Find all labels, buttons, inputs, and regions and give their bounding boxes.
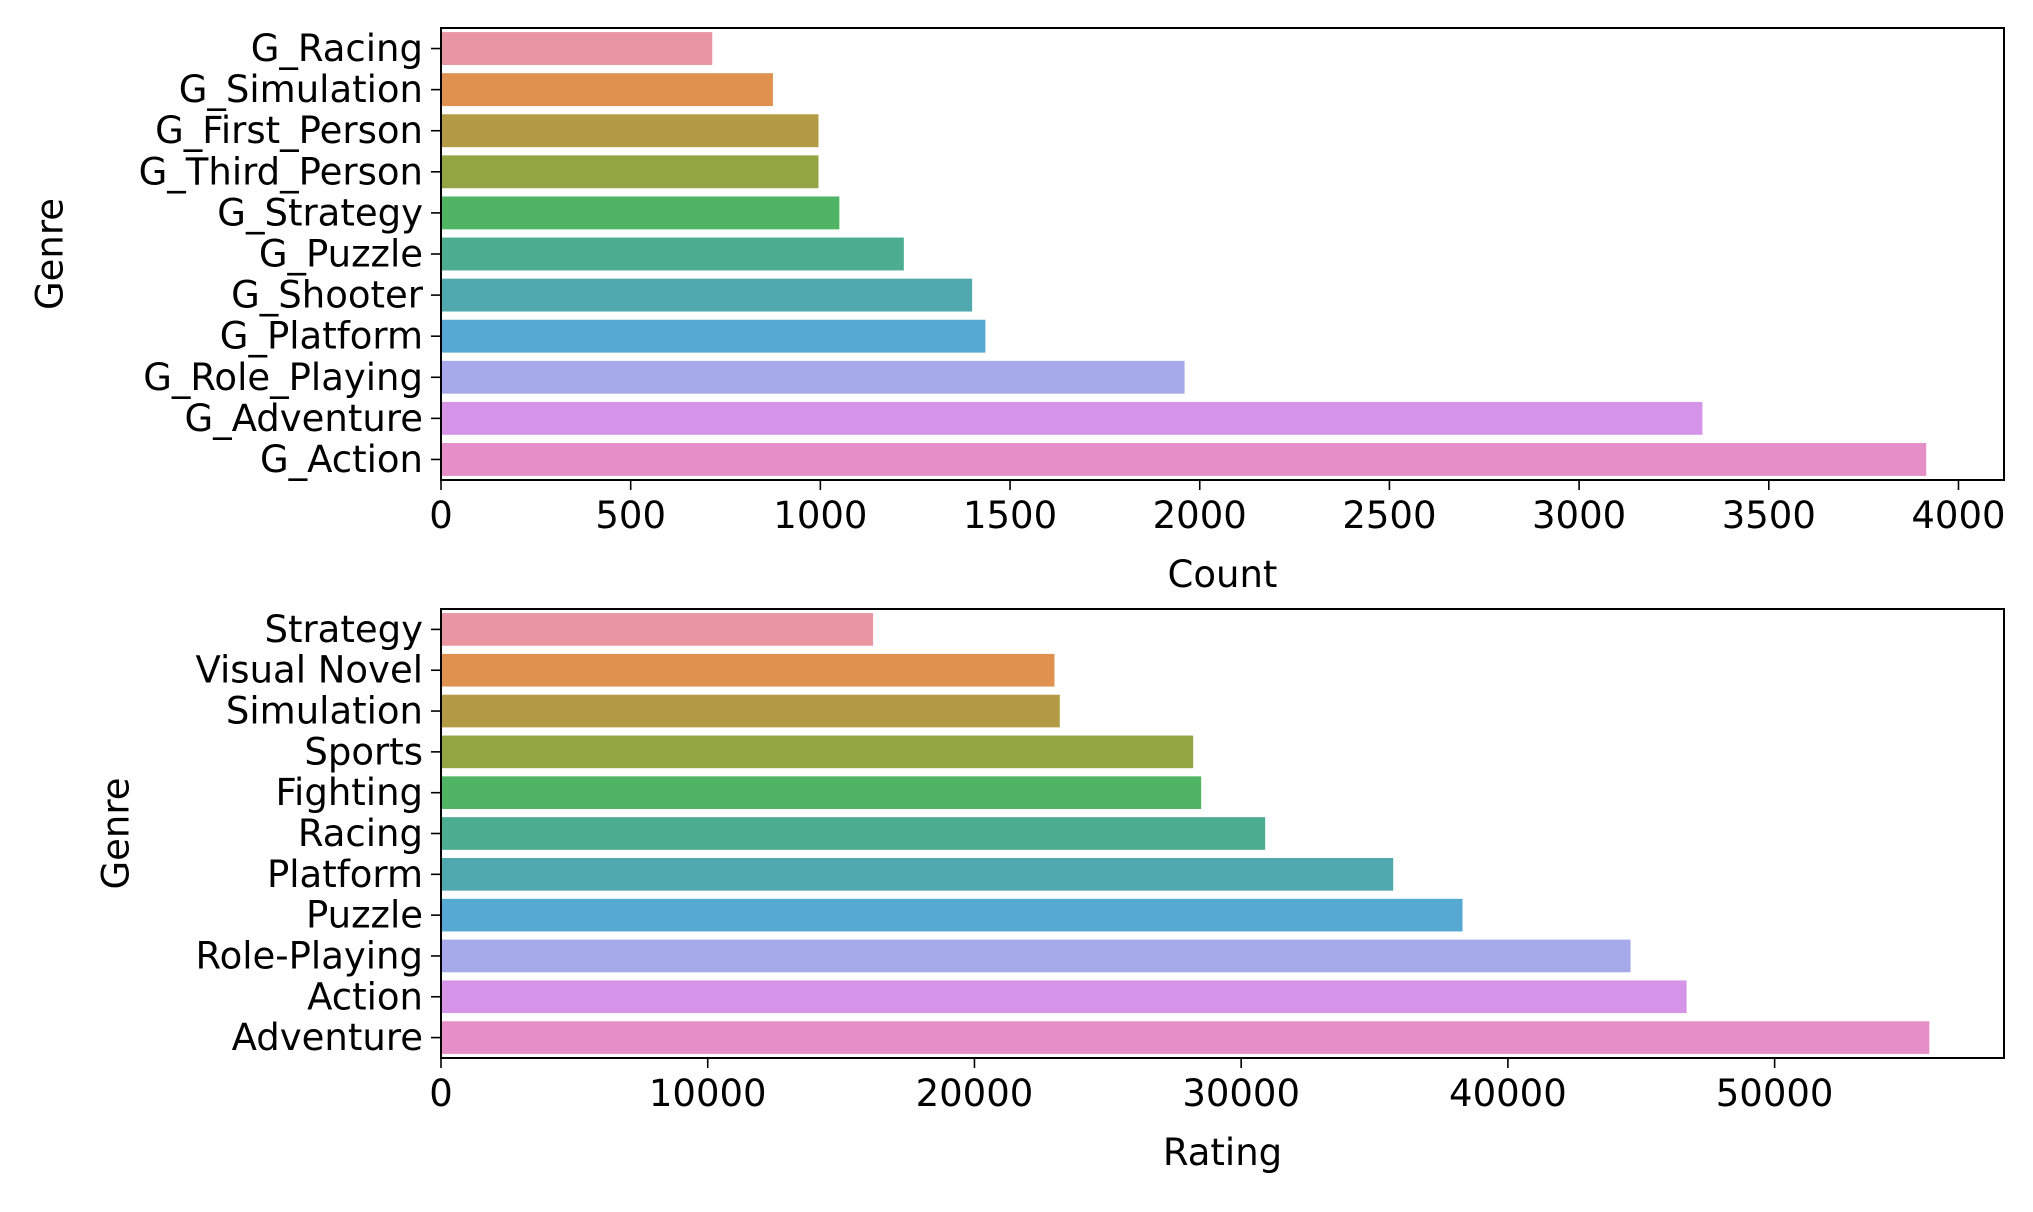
x-axis-label: Rating xyxy=(1163,1131,1282,1174)
x-tick-label: 40000 xyxy=(1449,1072,1567,1115)
x-tick-label: 20000 xyxy=(916,1072,1034,1115)
bar xyxy=(441,1021,1930,1054)
y-tick-label: Platform xyxy=(267,853,423,896)
y-tick-label: Sports xyxy=(304,730,423,773)
y-tick-label: Puzzle xyxy=(306,894,423,937)
x-tick-label: 3500 xyxy=(1722,494,1816,537)
y-tick-label: G_Third_Person xyxy=(139,150,423,193)
bar xyxy=(441,694,1060,728)
bar xyxy=(441,32,713,65)
bar xyxy=(441,980,1687,1014)
x-tick-label: 2500 xyxy=(1342,494,1436,537)
x-tick-label: 1500 xyxy=(963,494,1057,537)
x-ticks-group: 0 10000 20000 30000 40000 50000 xyxy=(429,1058,1833,1115)
x-tick-label: 2000 xyxy=(1153,494,1247,537)
x-tick-label: 4000 xyxy=(1911,494,2005,537)
bar xyxy=(441,401,1703,435)
y-ticks-group: G_RacingG_SimulationG_First_PersonG_Thir… xyxy=(139,27,441,481)
y-tick-label: Racing xyxy=(298,812,423,855)
y-axis-label: Genre xyxy=(95,777,138,889)
y-tick-label: Fighting xyxy=(275,771,423,814)
x-tick-label: 0 xyxy=(429,494,453,537)
bar xyxy=(441,857,1394,891)
y-tick-label: G_Puzzle xyxy=(259,233,423,276)
bar xyxy=(441,155,819,189)
x-ticks-group: 0 500 1000 1500 2000 2500 3000 3500 4000 xyxy=(429,480,2006,537)
bar xyxy=(441,817,1266,850)
y-tick-label: Role-Playing xyxy=(196,934,423,977)
bar xyxy=(441,114,819,148)
bars-group xyxy=(441,32,1927,476)
bar xyxy=(441,278,973,312)
bar xyxy=(441,939,1631,973)
bar xyxy=(441,898,1463,932)
bar xyxy=(441,196,840,230)
axes-frame xyxy=(440,608,2005,1059)
bar xyxy=(441,776,1202,810)
y-tick-label: G_Shooter xyxy=(231,274,424,317)
y-tick-label: G_Simulation xyxy=(179,68,423,111)
y-tick-label: Action xyxy=(307,975,423,1018)
x-tick-label: 500 xyxy=(595,494,666,537)
y-tick-label: G_Role_Playing xyxy=(143,356,423,399)
y-tick-label: G_Action xyxy=(260,438,423,481)
x-tick-label: 1000 xyxy=(773,494,867,537)
y-tick-label: G_Adventure xyxy=(184,397,423,440)
x-axis-label: Count xyxy=(1168,553,1278,596)
x-tick-label: 0 xyxy=(429,1072,453,1115)
bar xyxy=(441,73,773,107)
bar xyxy=(441,735,1194,769)
bar xyxy=(441,443,1927,476)
y-tick-label: Visual Novel xyxy=(196,649,423,692)
y-tick-label: G_Platform xyxy=(220,315,423,358)
y-tick-label: Adventure xyxy=(232,1016,423,1059)
bars-group xyxy=(441,613,1930,1054)
x-tick-label: 30000 xyxy=(1182,1072,1300,1115)
bar xyxy=(441,237,904,271)
y-tick-label: Simulation xyxy=(226,690,423,733)
y-tick-label: G_First_Person xyxy=(155,109,423,152)
bar xyxy=(441,360,1185,394)
bar xyxy=(441,319,986,353)
y-tick-label: G_Racing xyxy=(251,27,423,70)
count-by-genre-chart: G_RacingG_SimulationG_First_PersonG_Thir… xyxy=(29,27,2006,596)
y-axis-label: Genre xyxy=(29,198,72,310)
bar xyxy=(441,653,1055,687)
bar xyxy=(441,613,874,646)
y-tick-label: Strategy xyxy=(264,608,423,651)
axes-frame xyxy=(440,27,2005,481)
x-tick-label: 3000 xyxy=(1532,494,1626,537)
y-tick-label: G_Strategy xyxy=(217,191,423,234)
x-tick-label: 10000 xyxy=(649,1072,767,1115)
x-tick-label: 50000 xyxy=(1716,1072,1834,1115)
